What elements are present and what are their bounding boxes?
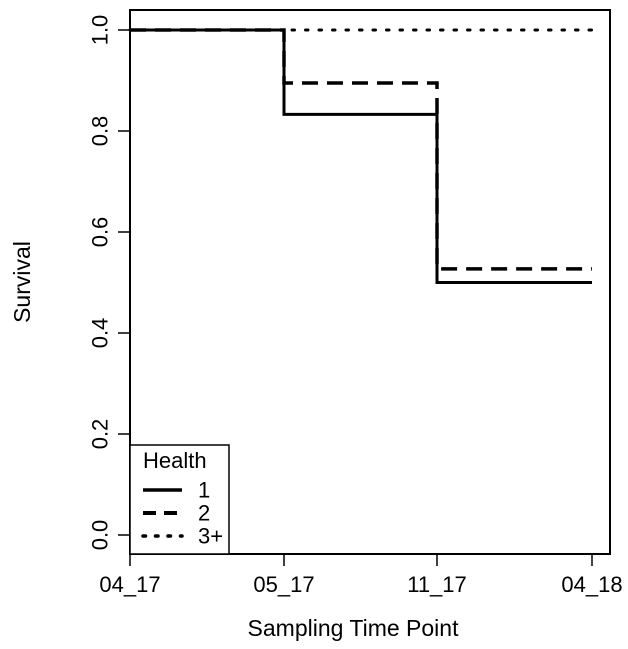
x-tick-label: 05_17 xyxy=(253,572,314,597)
y-tick-label: 0.2 xyxy=(88,419,113,450)
x-axis-label: Sampling Time Point xyxy=(248,615,460,641)
series-layer xyxy=(128,28,594,284)
y-axis: 0.0 0.2 0.4 0.6 0.8 1.0 xyxy=(88,15,131,551)
x-tick-label: 11_17 xyxy=(407,572,467,597)
y-tick-label: 0.6 xyxy=(88,217,113,248)
y-tick-label: 1.0 xyxy=(88,15,113,46)
y-tick-label: 0.4 xyxy=(88,318,113,349)
legend-title: Health xyxy=(143,448,207,473)
legend-label-1: 1 xyxy=(198,478,210,503)
series-line-2 xyxy=(130,28,592,271)
series-line-1 xyxy=(130,28,592,284)
x-axis: 04_17 05_17 11_17 04_18 xyxy=(99,553,623,597)
legend-label-3: 3+ xyxy=(198,524,223,549)
legend-label-2: 2 xyxy=(198,501,210,526)
x-tick-label: 04_18 xyxy=(561,572,622,597)
legend: Health 123+ xyxy=(129,444,230,555)
x-tick-label: 04_17 xyxy=(99,572,160,597)
y-tick-label: 0.8 xyxy=(88,116,113,147)
y-tick-label: 0.0 xyxy=(88,520,113,551)
y-axis-label: Survival xyxy=(9,241,35,323)
